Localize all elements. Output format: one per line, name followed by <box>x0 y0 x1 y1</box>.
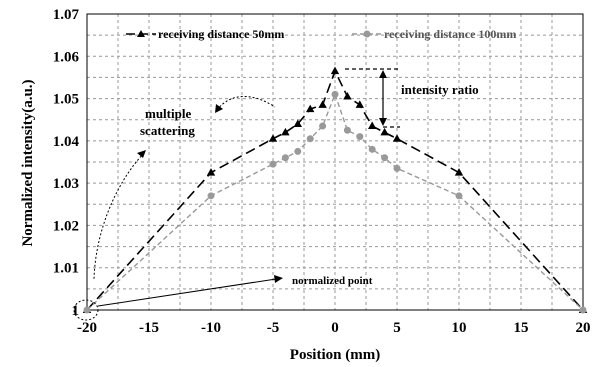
y-tick-label: 1.03 <box>53 176 79 192</box>
series-point-1 <box>319 122 327 130</box>
series-point-1 <box>381 154 389 162</box>
scattering-arrow-lower <box>93 152 145 281</box>
series-point-0 <box>306 104 315 113</box>
legend-marker-100mm <box>363 30 371 38</box>
series-line-1 <box>86 92 584 311</box>
series-point-1 <box>294 147 302 155</box>
series-point-0 <box>355 100 364 108</box>
series-point-0 <box>392 134 402 142</box>
series-point-1 <box>343 126 351 134</box>
annotation-normalized-point: normalized point <box>73 275 373 321</box>
grid <box>87 14 583 310</box>
intensity-ratio-label: intensity ratio <box>401 82 479 97</box>
series-point-1 <box>356 133 364 141</box>
legend-label-50mm: receiving distance 50mm <box>158 27 284 41</box>
series-point-1 <box>368 145 376 153</box>
series-point-1 <box>331 90 339 98</box>
series-point-0 <box>330 66 340 75</box>
y-tick-label: 1.06 <box>53 49 80 65</box>
series-point-1 <box>579 306 587 314</box>
series-point-0 <box>281 127 290 136</box>
series-point-1 <box>83 306 91 314</box>
y-tick-label: 1.05 <box>53 92 79 108</box>
y-tick-label: 1.07 <box>53 7 80 23</box>
x-tick-label: -10 <box>201 320 221 336</box>
series-point-0 <box>318 100 327 108</box>
series-point-0 <box>380 127 389 136</box>
ratio-arrow-head-bottom <box>379 118 387 126</box>
x-axis: -20 -15 -10 -5 0 5 10 15 20 <box>77 320 591 336</box>
series-point-1 <box>393 164 401 172</box>
y-tick-label: 1 <box>72 303 80 319</box>
y-tick-label: 1.04 <box>53 134 80 150</box>
annotation-intensity-ratio: intensity ratio <box>345 68 479 128</box>
multiple-scattering-line2: scattering <box>140 123 195 138</box>
x-tick-label: 5 <box>393 320 401 336</box>
x-tick-label: -15 <box>139 320 159 336</box>
series-layer <box>82 66 588 314</box>
series-point-1 <box>306 135 314 143</box>
series-point-1 <box>269 160 277 168</box>
x-tick-label: 0 <box>331 320 339 336</box>
x-tick-label: 15 <box>514 320 529 336</box>
series-point-1 <box>281 154 289 162</box>
legend: receiving distance 50mm receiving distan… <box>126 27 516 41</box>
y-axis-title: Normalized intensity(a.u.) <box>20 79 36 246</box>
legend-marker-50mm <box>137 30 145 37</box>
scattering-arrow-upper-head <box>215 104 223 113</box>
x-tick-label: -5 <box>267 320 280 336</box>
series-point-0 <box>343 91 352 100</box>
normalized-point-arrow <box>97 278 277 307</box>
x-tick-label: -20 <box>77 320 97 336</box>
scattering-arrow-lower-head <box>137 150 146 158</box>
normalized-point-label: normalized point <box>292 275 373 287</box>
x-axis-title: Position (mm) <box>290 347 380 363</box>
normalized-point-circle <box>73 299 99 321</box>
y-tick-label: 1.01 <box>53 261 79 277</box>
multiple-scattering-line1: multiple <box>145 106 191 121</box>
series-point-0 <box>293 119 302 127</box>
series-point-0 <box>206 168 216 176</box>
normalized-point-arrow-head <box>274 275 283 283</box>
series-point-0 <box>454 168 464 176</box>
y-tick-label: 1.02 <box>53 218 79 234</box>
series-point-1 <box>455 192 463 200</box>
series-point-0 <box>268 134 278 142</box>
legend-label-100mm: receiving distance 100mm <box>384 27 516 41</box>
scattering-arrow-upper <box>216 95 276 111</box>
series-point-0 <box>368 121 377 130</box>
series-point-1 <box>207 192 215 200</box>
ratio-arrow-head-top <box>379 70 387 78</box>
plot-frame <box>86 13 584 311</box>
x-tick-label: 20 <box>576 320 591 336</box>
x-tick-label: 10 <box>452 320 467 336</box>
y-axis: 1 1.01 1.02 1.03 1.04 1.05 1.06 1.07 <box>53 7 80 319</box>
annotation-multiple-scattering: multiple scattering <box>93 95 276 281</box>
